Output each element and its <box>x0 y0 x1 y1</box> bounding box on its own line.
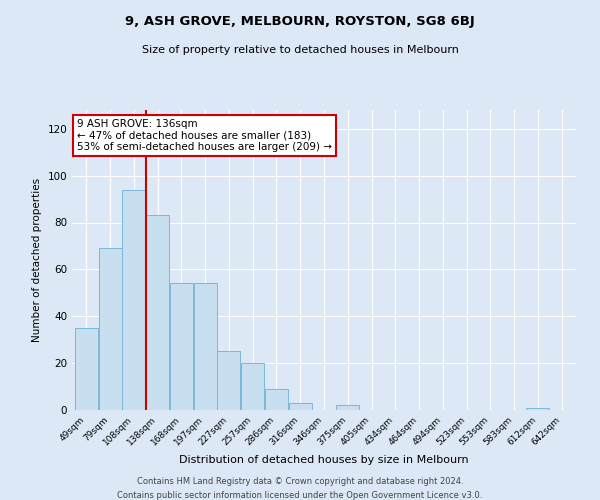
Bar <box>241 363 264 410</box>
Text: Size of property relative to detached houses in Melbourn: Size of property relative to detached ho… <box>142 45 458 55</box>
Bar <box>289 403 312 410</box>
Y-axis label: Number of detached properties: Number of detached properties <box>32 178 42 342</box>
Bar <box>194 284 217 410</box>
X-axis label: Distribution of detached houses by size in Melbourn: Distribution of detached houses by size … <box>179 456 469 466</box>
Bar <box>217 352 241 410</box>
Bar <box>265 389 288 410</box>
Bar <box>526 408 550 410</box>
Bar <box>75 328 98 410</box>
Text: Contains public sector information licensed under the Open Government Licence v3: Contains public sector information licen… <box>118 491 482 500</box>
Bar <box>336 406 359 410</box>
Text: 9 ASH GROVE: 136sqm
← 47% of detached houses are smaller (183)
53% of semi-detac: 9 ASH GROVE: 136sqm ← 47% of detached ho… <box>77 119 332 152</box>
Bar <box>146 216 169 410</box>
Bar <box>170 284 193 410</box>
Text: Contains HM Land Registry data © Crown copyright and database right 2024.: Contains HM Land Registry data © Crown c… <box>137 478 463 486</box>
Bar <box>98 248 122 410</box>
Text: 9, ASH GROVE, MELBOURN, ROYSTON, SG8 6BJ: 9, ASH GROVE, MELBOURN, ROYSTON, SG8 6BJ <box>125 15 475 28</box>
Bar <box>122 190 145 410</box>
